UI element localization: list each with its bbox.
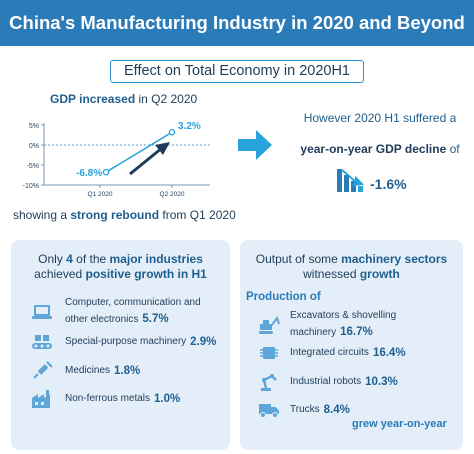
laptop-icon bbox=[31, 301, 53, 323]
data-label: -6.8% bbox=[76, 168, 102, 179]
rebound-post: from Q1 2020 bbox=[159, 208, 236, 222]
item-label-l1: Special-purpose machinery bbox=[65, 336, 187, 347]
h1-decline-bold: year-on-year GDP decline bbox=[300, 142, 447, 156]
rebound-pre: showing a bbox=[13, 208, 71, 222]
item-label-l1: Medicines bbox=[65, 365, 111, 376]
item-label-l1: Computer, communication and bbox=[65, 297, 201, 308]
head-num: 4 bbox=[66, 252, 73, 266]
item-value: 1.0% bbox=[154, 393, 181, 405]
x-tick-label: Q2 2020 bbox=[160, 191, 185, 198]
head-pre: Output of some bbox=[255, 252, 342, 266]
item-value: 10.3% bbox=[365, 376, 398, 388]
head-bold1: major industries bbox=[109, 252, 203, 266]
item-value: 16.4% bbox=[372, 347, 406, 359]
list-item: Non-ferrous metals 1.0% bbox=[31, 388, 180, 410]
item-value: 1.8% bbox=[114, 365, 141, 377]
rebound-bold: strong rebound bbox=[70, 208, 160, 222]
right-panel-heading-2: witnessed growth bbox=[240, 267, 463, 282]
list-item: Medicines 1.8% bbox=[31, 360, 140, 382]
x-tick-label: Q1 2020 bbox=[88, 191, 113, 198]
item-label-l1: Industrial robots bbox=[290, 376, 362, 387]
major-industries-panel: Only 4 of the major industries achieved … bbox=[11, 240, 230, 450]
syringe-icon bbox=[31, 360, 53, 382]
item-value: 5.7% bbox=[142, 313, 169, 325]
head-line2-pre: achieved bbox=[34, 267, 86, 281]
list-item: Integrated circuits 16.4% bbox=[258, 342, 406, 364]
machinery-sectors-panel: Output of some machinery sectors witness… bbox=[240, 240, 463, 450]
chip-icon bbox=[258, 342, 280, 364]
section-subtitle: Effect on Total Economy in 2020H1 bbox=[110, 60, 364, 83]
item-label-l1: Trucks bbox=[290, 404, 320, 415]
decline-chart-icon bbox=[337, 169, 365, 192]
robot-arm-icon bbox=[258, 371, 280, 393]
item-value: 2.9% bbox=[190, 336, 217, 348]
list-item: Special-purpose machinery 2.9% bbox=[31, 331, 216, 353]
h1-line2: year-on-year GDP decline of bbox=[292, 142, 468, 156]
grew-yoy-label: grew year-on-year bbox=[352, 418, 447, 430]
truck-icon bbox=[258, 399, 280, 421]
trend-arrow-line bbox=[129, 146, 163, 176]
item-value: 16.7% bbox=[340, 326, 373, 338]
y-tick-label: 0% bbox=[29, 143, 39, 150]
left-panel-heading-1: Only 4 of the major industries bbox=[11, 252, 230, 267]
item-label-l1: Non-ferrous metals bbox=[65, 393, 151, 404]
gdp-heading-rest: in Q2 2020 bbox=[135, 92, 198, 106]
list-item: Industrial robots 10.3% bbox=[258, 371, 398, 393]
rebound-caption: showing a strong rebound from Q1 2020 bbox=[13, 208, 236, 222]
right-panel-heading-1: Output of some machinery sectors bbox=[240, 252, 463, 267]
conveyor-icon bbox=[31, 331, 53, 353]
list-item: Computer, communication and other electr… bbox=[31, 297, 201, 327]
head-line2-pre: witnessed bbox=[303, 267, 360, 281]
excavator-icon bbox=[258, 314, 280, 336]
head-bold2: growth bbox=[359, 267, 400, 281]
trend-arrow-head bbox=[155, 142, 170, 155]
factory-icon bbox=[31, 388, 53, 410]
h1-line1: However 2020 H1 suffered a bbox=[303, 111, 457, 125]
data-label: 3.2% bbox=[178, 121, 201, 132]
gdp-line-chart: 5% 0% -5% -10% Q1 2020 Q2 2020 -6.8% 3.2% bbox=[23, 121, 210, 198]
page-title: China's Manufacturing Industry in 2020 a… bbox=[0, 0, 474, 46]
gdp-heading-bold: GDP increased bbox=[50, 92, 136, 106]
h1-line2-rest: of bbox=[446, 142, 460, 156]
data-point bbox=[102, 168, 110, 176]
item-label-l1: Integrated circuits bbox=[290, 347, 369, 358]
list-item: Trucks 8.4% bbox=[258, 399, 350, 421]
right-arrow-icon bbox=[238, 130, 272, 160]
data-point bbox=[168, 128, 176, 136]
item-label-l1: Excavators & shovelling bbox=[290, 310, 397, 321]
item-value: 8.4% bbox=[323, 404, 350, 416]
head-mid: of the bbox=[72, 252, 110, 266]
head-pre: Only bbox=[38, 252, 67, 266]
series: -6.8% 3.2% bbox=[76, 121, 201, 179]
y-axis: 5% 0% -5% -10% bbox=[23, 123, 210, 190]
list-item: Excavators & shovelling machinery 16.7% bbox=[258, 310, 396, 340]
series-line bbox=[105, 131, 173, 173]
head-bold1: machinery sectors bbox=[341, 252, 448, 266]
left-panel-heading-2: achieved positive growth in H1 bbox=[11, 267, 230, 282]
item-label-l2: machinery bbox=[290, 327, 337, 338]
y-tick-label: 5% bbox=[29, 123, 39, 130]
item-label-l2: other electronics bbox=[65, 314, 139, 325]
x-axis: Q1 2020 Q2 2020 bbox=[44, 184, 210, 198]
production-of-label: Production of bbox=[246, 291, 321, 303]
y-tick-label: -5% bbox=[27, 163, 39, 170]
gdp-heading: GDP increased in Q2 2020 bbox=[50, 92, 197, 106]
decline-value: -1.6% bbox=[370, 176, 407, 192]
head-bold2: positive growth in H1 bbox=[85, 267, 207, 281]
y-tick-label: -10% bbox=[23, 183, 39, 190]
